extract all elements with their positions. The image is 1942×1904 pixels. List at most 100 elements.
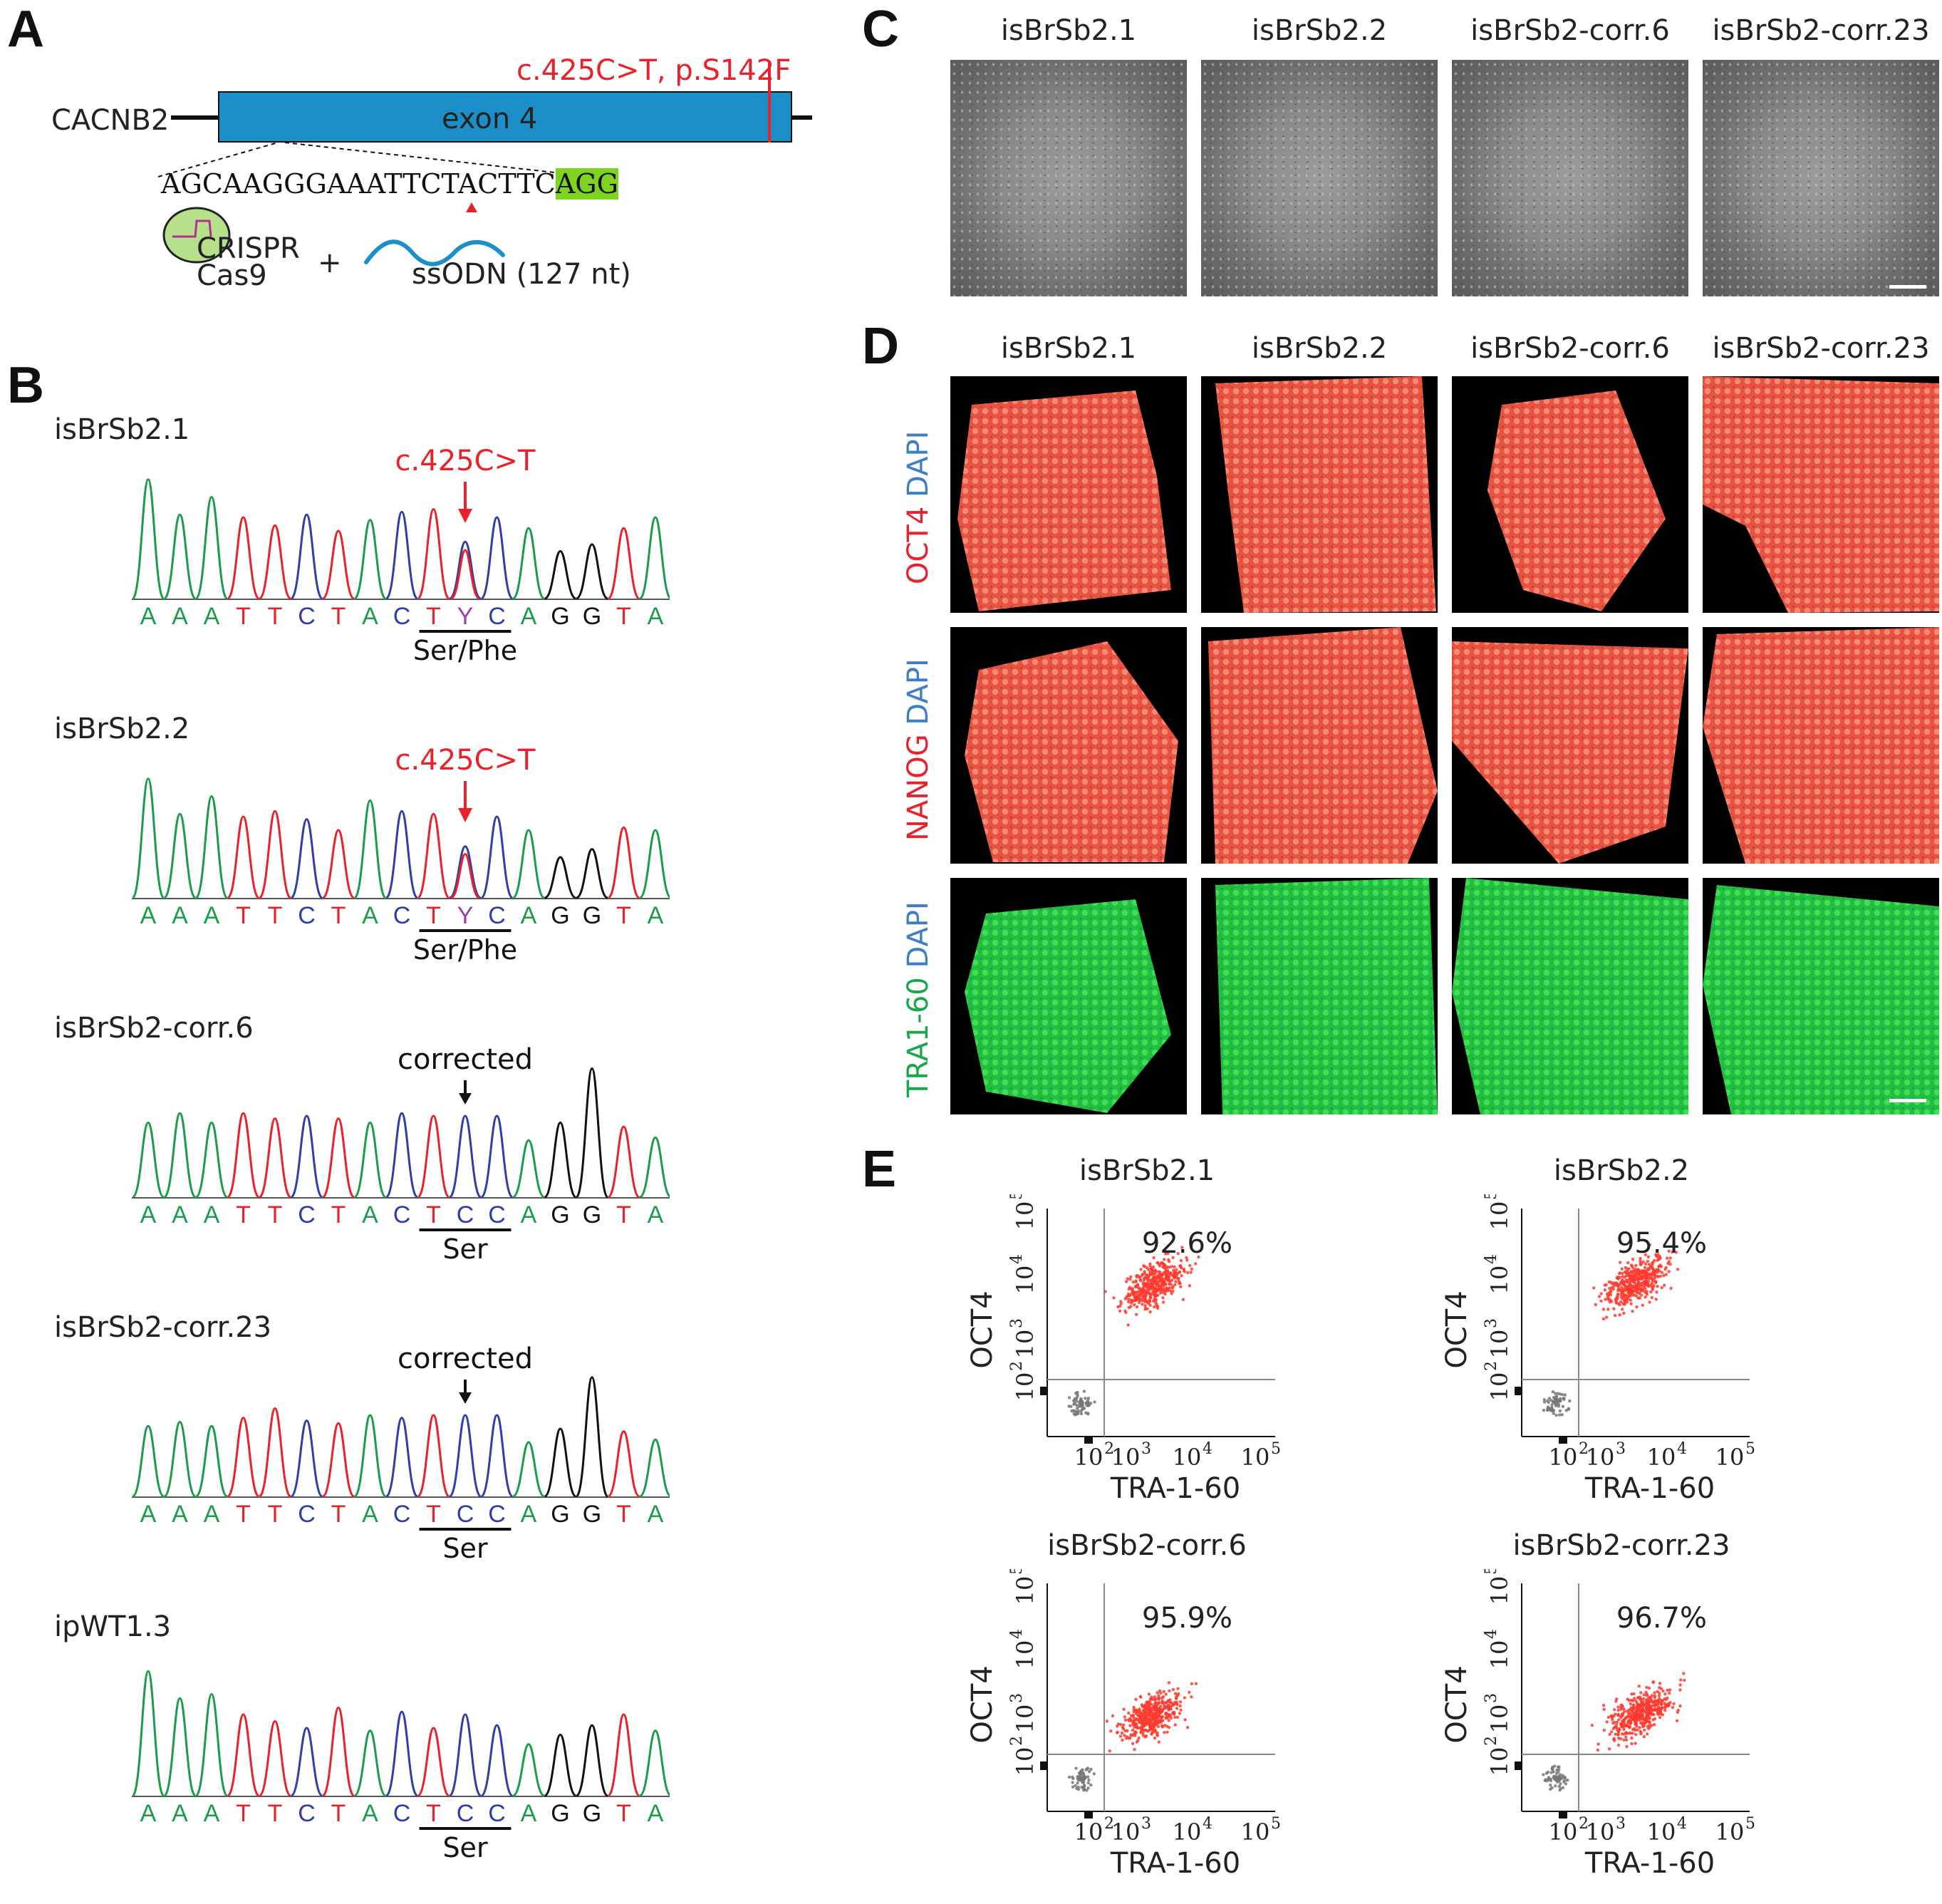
- y-tick: 102: [1483, 1361, 1513, 1401]
- y-tick-label: 10: [1012, 1640, 1039, 1670]
- trace-peak: [163, 513, 197, 600]
- base-call: C: [488, 902, 506, 929]
- fluorescence-image: [950, 627, 1187, 864]
- gene-line-left: [171, 115, 219, 120]
- trace-name: isBrSb2-corr.23: [54, 1311, 272, 1344]
- y-tick-exp: 4: [1483, 1254, 1500, 1264]
- x-tick-exp: 5: [1745, 1815, 1755, 1833]
- x-tick-exp: 3: [1616, 1440, 1626, 1458]
- cas9-icon: [162, 207, 231, 264]
- trace-peak: [639, 1136, 670, 1199]
- trace-name: isBrSb2.2: [54, 713, 190, 745]
- trace-peak: [512, 527, 546, 600]
- trace-peak: [322, 1422, 355, 1498]
- y-tick: 104: [1008, 1629, 1039, 1669]
- y-tick-label: 10: [1486, 1640, 1513, 1670]
- y-tick-label: 10: [1012, 1201, 1039, 1231]
- panel-letter-a: A: [7, 1, 44, 58]
- x-tick-label: 10: [1586, 1444, 1615, 1471]
- trace-peak: [227, 1713, 260, 1797]
- base-call: A: [362, 1800, 378, 1827]
- trace-peak: [321, 1706, 355, 1797]
- brightfield-image-4: [1703, 60, 1939, 296]
- x-tick-exp: 5: [1745, 1440, 1755, 1458]
- trace-peak: [258, 1407, 292, 1498]
- colony-shape: [1208, 627, 1438, 864]
- base-call: A: [362, 603, 378, 630]
- trace-name: ipWT1.3: [54, 1610, 172, 1643]
- trace-marker-label: c.425C>T: [395, 744, 536, 777]
- base-call: A: [648, 1501, 664, 1528]
- y-tick: 104: [1008, 1254, 1039, 1294]
- mutation-marker: [768, 61, 771, 143]
- trace-peak: [575, 1724, 609, 1797]
- trace-peak: [195, 1121, 228, 1199]
- base-call: T: [426, 603, 441, 630]
- colony-shape: [1487, 390, 1666, 611]
- trace-peak: [385, 1112, 419, 1199]
- colony-shape: [1703, 627, 1939, 864]
- base-call: A: [521, 1800, 537, 1827]
- x-tick-exp: 4: [1677, 1440, 1687, 1458]
- x-tick-label: 10: [1173, 1818, 1202, 1846]
- trace-peak: [353, 1729, 387, 1797]
- base-call: T: [268, 1501, 283, 1528]
- y-tick-label: 10: [1486, 1201, 1513, 1231]
- colony-shape: [1215, 376, 1436, 613]
- y-tick-exp: 3: [1483, 1693, 1500, 1703]
- d-row1-marker: OCT4: [902, 506, 935, 584]
- colony-shape: [1452, 878, 1688, 1114]
- base-call: C: [488, 1201, 506, 1228]
- x-tick-exp: 3: [1141, 1815, 1151, 1833]
- base-call: C: [393, 1501, 411, 1528]
- gene-line-right: [791, 115, 812, 120]
- x-tick-label: 10: [1647, 1444, 1676, 1471]
- fluorescence-image: [1201, 627, 1438, 864]
- trace-marker-label: corrected: [397, 1043, 534, 1076]
- base-call: C: [393, 902, 411, 929]
- down-arrow-icon: [459, 1380, 472, 1404]
- x-tick-label: 10: [1549, 1444, 1578, 1471]
- d-col-title-3: isBrSb2-corr.6: [1470, 332, 1670, 365]
- base-call: T: [236, 1800, 251, 1827]
- fluorescence-image: [1201, 878, 1438, 1114]
- target-sequence-text: AGCAAGGGAAATTCTACTTC: [161, 168, 556, 200]
- base-call: A: [204, 1800, 220, 1827]
- trace-peak: [607, 1430, 640, 1498]
- trace-peak: [353, 1121, 387, 1199]
- trace-peak: [417, 508, 450, 600]
- base-call: T: [331, 902, 346, 929]
- scale-bar: [1889, 285, 1926, 289]
- d-row-label-1: OCT4 DAPI: [902, 431, 935, 584]
- base-call: G: [583, 1800, 601, 1827]
- panel-letter-b: B: [7, 357, 44, 414]
- trace-peak: [607, 527, 640, 600]
- x-axis-label: TRA-1-60: [1584, 1472, 1715, 1505]
- trace-name: isBrSb2.1: [54, 413, 190, 446]
- codon-label: Ser/Phe: [413, 934, 517, 966]
- trace-peak: [321, 1117, 355, 1199]
- base-call: T: [616, 603, 631, 630]
- base-call: G: [551, 1501, 569, 1528]
- x-axis-block: [1084, 1811, 1093, 1818]
- cut-site-icon: [466, 202, 477, 212]
- codon-label: Ser: [442, 1832, 488, 1863]
- trace-peak: [290, 818, 323, 899]
- x-tick-exp: 4: [1203, 1440, 1213, 1458]
- y-tick-label: 10: [1012, 1576, 1039, 1605]
- trace-peak: [512, 1743, 545, 1797]
- base-call: Y: [457, 603, 474, 630]
- fluorescence-image: [1703, 878, 1939, 1114]
- trace-peak: [607, 826, 640, 899]
- panel-letter-e: E: [862, 1141, 897, 1198]
- x-tick-label: 10: [1549, 1818, 1578, 1846]
- base-call: A: [521, 603, 537, 630]
- y-tick-label: 10: [1012, 1330, 1039, 1359]
- d-row2-counter: DAPI: [902, 658, 935, 725]
- trace-peak: [480, 815, 514, 899]
- trace-peak: [385, 809, 419, 899]
- trace-peak: [385, 1710, 419, 1797]
- trace-peak: [544, 856, 577, 899]
- trace-svg: AAATTCTACTCCAGGTATGAGSer: [132, 1067, 670, 1265]
- base-call: G: [583, 603, 601, 630]
